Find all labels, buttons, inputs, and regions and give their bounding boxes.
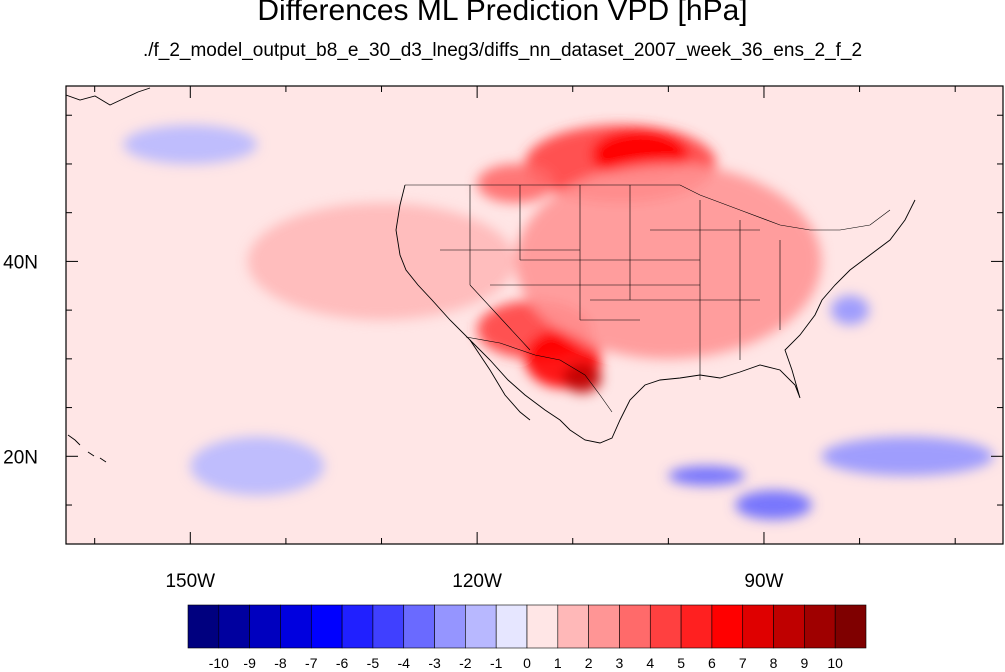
colorbar-label: 7 <box>739 655 747 671</box>
axis-ticks <box>66 86 1003 544</box>
colorbar-swatch <box>804 604 836 649</box>
x-tick-label: 90W <box>744 571 783 592</box>
colorbar-label: -5 <box>367 655 380 671</box>
colorbar-swatch <box>280 604 312 649</box>
colorbar-swatch <box>588 604 620 649</box>
chart-title: Differences ML Prediction VPD [hPa] <box>257 0 748 27</box>
field-region-13 <box>123 124 258 164</box>
field-region-9 <box>821 436 994 476</box>
colorbar-swatch <box>249 604 281 649</box>
field-region-2 <box>477 163 554 203</box>
colorbar-label: 9 <box>800 655 808 671</box>
colorbar-swatch <box>310 604 343 649</box>
colorbar-label: -8 <box>274 655 287 671</box>
field-region-6 <box>515 163 822 359</box>
colorbar-label: -6 <box>336 655 349 671</box>
colorbar-swatch <box>372 604 405 649</box>
state-lines <box>440 185 781 380</box>
us-canada-border <box>405 184 891 231</box>
colorbar-label: -3 <box>428 655 441 671</box>
colorbar-label: 4 <box>646 655 654 671</box>
axis-tick-labels: 150W 120W 90W 40N 20N <box>3 252 783 592</box>
plot-frame <box>65 85 1004 545</box>
colorbar-swatch <box>557 604 589 649</box>
colorbar-swatch <box>619 604 651 649</box>
colorbar-swatch <box>526 604 559 649</box>
field-region-8 <box>830 295 870 325</box>
colorbar-label: 1 <box>554 655 562 671</box>
colorbar-label: 3 <box>616 655 624 671</box>
difference-field <box>123 124 994 520</box>
field-region-12 <box>190 436 325 496</box>
border-layer <box>405 184 891 413</box>
colorbar-swatch <box>773 604 805 649</box>
field-region-7 <box>247 202 516 320</box>
field-region-5 <box>563 363 602 393</box>
colorbar-swatch <box>495 604 528 649</box>
colorbar-swatch <box>187 604 220 649</box>
x-tick-label: 120W <box>452 571 502 592</box>
colorbar-swatch <box>218 604 250 649</box>
colorbar-swatch <box>680 604 713 649</box>
colorbar-label: -1 <box>490 655 503 671</box>
colorbar-swatch <box>649 604 682 649</box>
colorbar-label: -4 <box>398 655 411 671</box>
colorbar-label: 8 <box>770 655 778 671</box>
field-region-10 <box>735 490 812 520</box>
colorbar-label: 0 <box>523 655 531 671</box>
colorbar-label: 2 <box>585 655 593 671</box>
colorbar-label: -10 <box>209 655 229 671</box>
colorbar-label: 6 <box>708 655 716 671</box>
colorbar-swatch <box>403 604 435 649</box>
colorbar-label: 5 <box>677 655 685 671</box>
colorbar-label: -9 <box>243 655 256 671</box>
colorbar: -10 -9 -8 -7 -6 -5 -4 -3 -2 -1 0 1 2 3 4 5 6 7 8 9 10 <box>187 604 867 671</box>
north-america-coastline <box>395 184 916 444</box>
colorbar-swatch <box>742 604 774 649</box>
chart-subtitle: ./f_2_model_output_b8_e_30_d3_lneg3/diff… <box>142 40 863 61</box>
us-mexico-border <box>465 336 613 413</box>
colorbar-label: 10 <box>827 655 843 671</box>
colorbar-swatch <box>834 604 867 649</box>
colorbar-swatch <box>341 604 374 649</box>
baja-coastline <box>469 339 531 421</box>
colorbar-swatch <box>465 604 497 649</box>
y-tick-label: 20N <box>3 447 38 468</box>
colorbar-swatch <box>711 604 744 649</box>
hawaii-islands <box>67 434 107 463</box>
colorbar-swatch <box>434 604 466 649</box>
coastline-layer <box>66 87 916 463</box>
field-region-11 <box>668 466 745 486</box>
alaska-coast <box>66 87 151 106</box>
colorbar-label: -7 <box>305 655 318 671</box>
y-tick-label: 40N <box>3 252 38 273</box>
colorbar-label: -2 <box>459 655 472 671</box>
x-tick-label: 150W <box>165 571 215 592</box>
